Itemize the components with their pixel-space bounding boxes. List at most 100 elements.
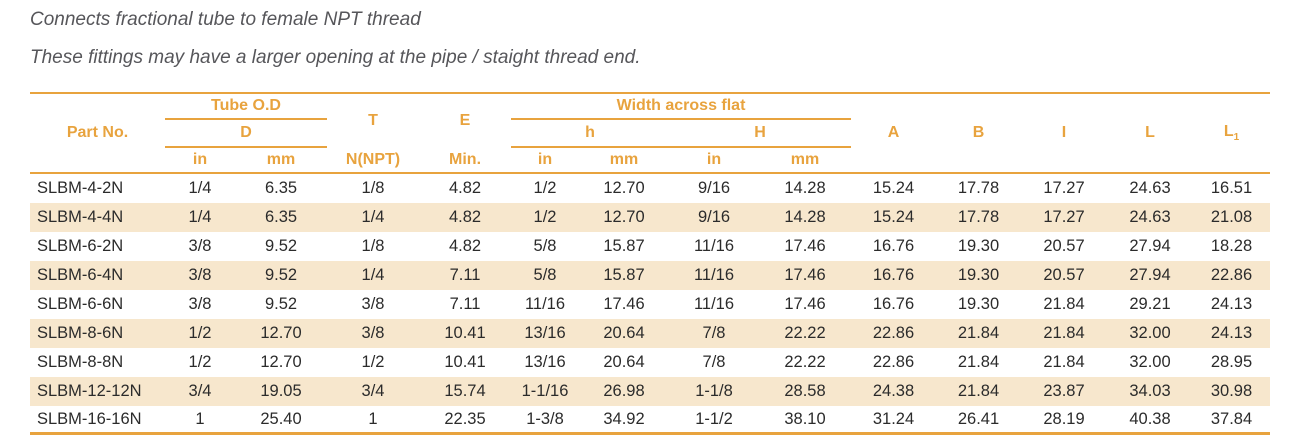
l1-cell: 18.28 xyxy=(1210,237,1253,255)
l1-cell: 21.08 xyxy=(1193,203,1271,232)
t-npt-cell: 3/8 xyxy=(361,295,385,313)
b-cell: 17.78 xyxy=(957,179,1000,197)
d-mm-cell: 12.70 xyxy=(260,353,302,371)
part-no-cell: SLBM-8-8N xyxy=(37,353,124,371)
part-no-cell: SLBM-6-6N xyxy=(37,295,124,313)
i-cell: 28.19 xyxy=(1021,406,1108,435)
a-cell: 15.24 xyxy=(872,179,915,197)
b-cell: 19.30 xyxy=(936,261,1022,290)
h-in-cell: 1-3/8 xyxy=(511,406,580,435)
t-npt-cell: 1/4 xyxy=(327,261,420,290)
l-cell: 29.21 xyxy=(1129,295,1171,313)
part-no-cell: SLBM-4-4N xyxy=(30,203,165,232)
h-in-cell: 5/8 xyxy=(511,261,580,290)
d-in-cell: 1/4 xyxy=(165,203,235,232)
d-mm-cell: 9.52 xyxy=(264,295,298,313)
d-in-cell: 3/8 xyxy=(165,261,235,290)
e-min-cell: 4.82 xyxy=(448,179,482,197)
l1-header-base: L xyxy=(1223,122,1234,140)
table-row: SLBM-4-2N 1/4 6.35 1/8 4.82 1/2 12.70 9/16 14.28… xyxy=(30,174,1270,203)
d-mm-cell: 6.35 xyxy=(235,203,328,232)
d-mm-cell: 12.70 xyxy=(235,319,328,348)
header-row-3: in mm N(NPT) Min. in mm in mm xyxy=(30,148,1270,174)
table-row: SLBM-6-6N 3/8 9.52 3/8 7.11 11/16 17.46 11/16 17… xyxy=(30,290,1270,319)
b-cell: 21.84 xyxy=(936,319,1022,348)
e-min-cell: 10.41 xyxy=(419,319,512,348)
l-cell: 32.00 xyxy=(1107,319,1194,348)
a-cell: 31.24 xyxy=(851,406,937,435)
hh-in-cell: 11/16 xyxy=(693,237,735,255)
h-in-cell: 1-1/16 xyxy=(511,377,580,406)
d-mm-cell: 19.05 xyxy=(235,377,328,406)
l1-cell: 37.84 xyxy=(1193,406,1271,435)
e-min-cell: 7.11 xyxy=(449,295,481,313)
h-mm-cell: 20.64 xyxy=(603,353,645,371)
h-in-cell: 1/2 xyxy=(511,203,580,232)
d-in-cell: 1/2 xyxy=(188,353,212,371)
i-cell: 21.84 xyxy=(1043,353,1085,371)
l1-cell: 22.86 xyxy=(1193,261,1271,290)
hh-in-cell: 11/16 xyxy=(693,295,735,313)
i-header: I xyxy=(1021,92,1108,174)
t-header: T xyxy=(327,92,420,148)
h-mm-cell: 26.98 xyxy=(579,377,670,406)
d-mm-cell: 9.52 xyxy=(264,237,298,255)
t-npt-cell: 1 xyxy=(327,406,420,435)
b-header: B xyxy=(936,92,1022,174)
b-cell: 19.30 xyxy=(957,295,1000,313)
t-npt-cell: 1/8 xyxy=(361,237,385,255)
a-cell: 16.76 xyxy=(872,237,915,255)
part-no-header: Part No. xyxy=(30,92,165,174)
hh-mm-cell: 22.22 xyxy=(784,353,826,371)
a-cell: 24.38 xyxy=(851,377,937,406)
d-header: D xyxy=(165,120,328,148)
i-cell: 23.87 xyxy=(1021,377,1108,406)
part-no-cell: SLBM-12-12N xyxy=(30,377,165,406)
d-in-cell: 3/8 xyxy=(188,295,212,313)
a-cell: 22.86 xyxy=(872,353,915,371)
hh-mm-cell: 28.58 xyxy=(759,377,852,406)
l-header: L xyxy=(1107,92,1194,174)
hh-mm-unit-header: mm xyxy=(759,148,852,174)
l-cell: 24.63 xyxy=(1107,203,1194,232)
hh-in-cell: 9/16 xyxy=(669,203,760,232)
intro-line-2: These fittings may have a larger opening… xyxy=(30,47,641,68)
e-min-cell: 7.11 xyxy=(419,261,512,290)
l1-header: L1 xyxy=(1193,92,1271,174)
hh-in-unit-header: in xyxy=(669,148,760,174)
d-in-cell: 3/8 xyxy=(188,237,212,255)
t-npt-cell: 3/4 xyxy=(327,377,420,406)
hh-mm-cell: 14.28 xyxy=(784,179,826,197)
h-in-unit-header: in xyxy=(511,148,580,174)
a-cell: 15.24 xyxy=(851,203,937,232)
part-no-cell: SLBM-6-2N xyxy=(37,237,124,255)
l-cell: 34.03 xyxy=(1107,377,1194,406)
table-row: SLBM-4-4N 1/4 6.35 1/4 4.82 1/2 12.70 9/16 14.28… xyxy=(30,203,1271,232)
l-cell: 40.38 xyxy=(1107,406,1194,435)
hh-in-cell: 1-1/2 xyxy=(669,406,760,435)
a-cell: 16.76 xyxy=(872,295,915,313)
d-mm-cell: 25.40 xyxy=(235,406,328,435)
d-in-cell: 1/4 xyxy=(188,179,212,197)
table-header: Part No. Tube O.D T E Width across flat … xyxy=(30,92,1271,174)
b-cell: 26.41 xyxy=(936,406,1022,435)
header-row-1: Part No. Tube O.D T E Width across flat … xyxy=(30,92,1271,174)
l1-cell: 16.51 xyxy=(1210,179,1253,197)
e-min-cell: 22.35 xyxy=(419,406,512,435)
h-mm-unit-header: mm xyxy=(579,148,670,174)
h-mm-cell: 17.46 xyxy=(603,295,645,313)
npt-unit-header: N(NPT) xyxy=(327,148,420,174)
l-cell: 24.63 xyxy=(1129,179,1171,197)
b-cell: 21.84 xyxy=(936,377,1022,406)
l1-cell: 24.13 xyxy=(1210,295,1253,313)
a-cell: 22.86 xyxy=(851,319,937,348)
fittings-table: Part No. Tube O.D T E Width across flat … xyxy=(30,92,1271,435)
table-row: SLBM-6-4N 3/8 9.52 1/4 7.11 5/8 15.87 11/16 17.4… xyxy=(30,261,1271,290)
l-cell: 27.94 xyxy=(1107,261,1194,290)
e-min-unit-header: Min. xyxy=(419,148,512,174)
e-min-cell: 4.82 xyxy=(448,237,482,255)
i-cell: 21.84 xyxy=(1043,295,1085,313)
hh-mm-cell: 38.10 xyxy=(759,406,852,435)
e-min-cell: 15.74 xyxy=(419,377,512,406)
d-in-cell: 1/2 xyxy=(165,319,235,348)
